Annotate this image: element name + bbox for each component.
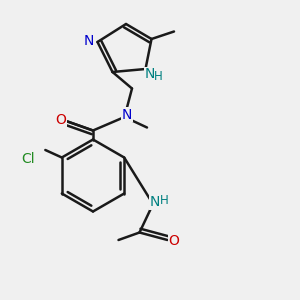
Text: N: N <box>149 196 160 209</box>
Text: Cl: Cl <box>22 152 35 166</box>
Text: O: O <box>169 234 179 248</box>
Text: H: H <box>154 70 163 83</box>
Text: N: N <box>122 108 132 122</box>
Text: N: N <box>145 68 155 81</box>
Text: N: N <box>84 34 94 48</box>
Text: H: H <box>160 194 169 207</box>
Text: O: O <box>56 113 66 127</box>
